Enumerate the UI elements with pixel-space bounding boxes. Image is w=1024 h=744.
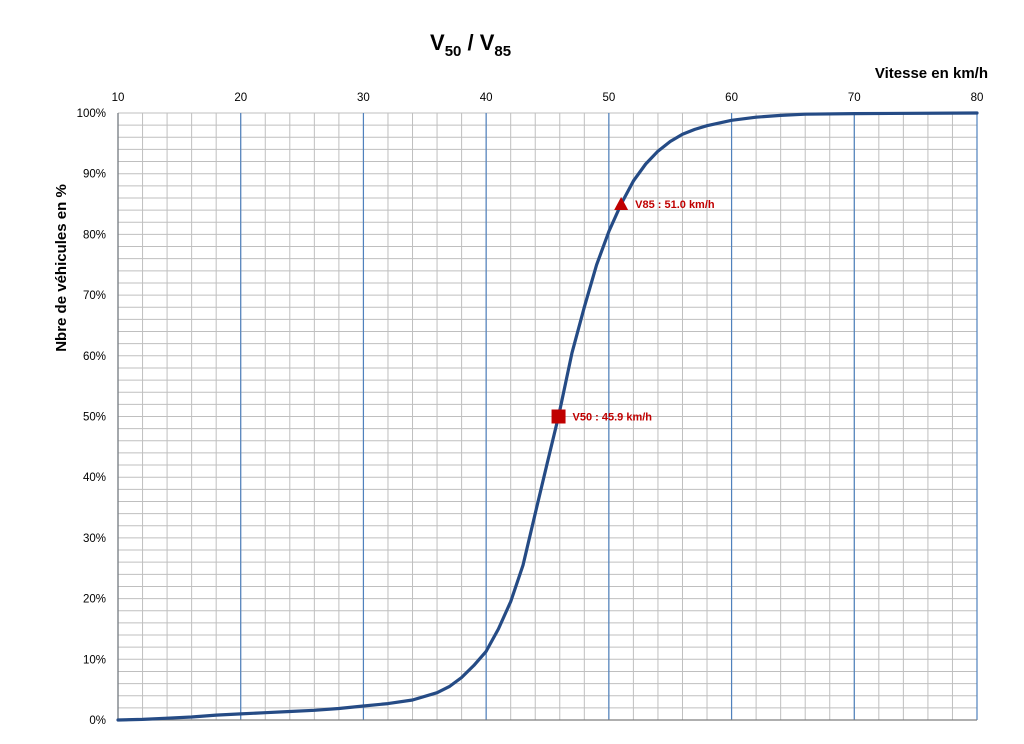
y-tick-label: 0% <box>89 715 106 727</box>
grid-layer <box>117 112 978 721</box>
y-tick-label: 50% <box>83 412 106 424</box>
x-tick-label: 10 <box>112 92 125 104</box>
x-tick-label: 80 <box>971 92 984 104</box>
annotations-layer: V85 : 51.0 km/h V50 : 45.9 km/h <box>551 197 715 424</box>
x-tick-label: 50 <box>602 92 615 104</box>
x-axis-label: Vitesse en km/h <box>875 65 988 82</box>
x-tick-label: 20 <box>234 92 247 104</box>
y-tick-label: 70% <box>83 290 106 302</box>
x-tick-label: 40 <box>480 92 493 104</box>
y-tick-label: 80% <box>83 229 106 241</box>
y-tick-label: 20% <box>83 594 106 606</box>
v85-label: V85 : 51.0 km/h <box>635 199 715 211</box>
v85-marker <box>614 197 629 211</box>
chart-title: V50 / V85 <box>430 30 511 60</box>
series-line <box>116 111 979 722</box>
y-axis-label: Nbre de véhicules en % <box>53 184 70 352</box>
y-tick-label: 40% <box>83 472 106 484</box>
x-tick-label: 30 <box>357 92 370 104</box>
series-layer <box>116 111 979 722</box>
x-tick-label: 70 <box>848 92 861 104</box>
y-tick-label: 30% <box>83 533 106 545</box>
y-tick-label: 10% <box>83 654 106 666</box>
v50-label: V50 : 45.9 km/h <box>573 412 653 424</box>
y-tick-label: 100% <box>77 108 106 120</box>
tick-labels: 10 20 30 40 50 60 70 80 0% 10% 20% 30% 40% 50% 60% 70% 8… <box>77 92 984 727</box>
v50-marker <box>551 409 566 424</box>
y-tick-label: 60% <box>83 351 106 363</box>
x-tick-label: 60 <box>725 92 738 104</box>
y-tick-label: 90% <box>83 169 106 181</box>
